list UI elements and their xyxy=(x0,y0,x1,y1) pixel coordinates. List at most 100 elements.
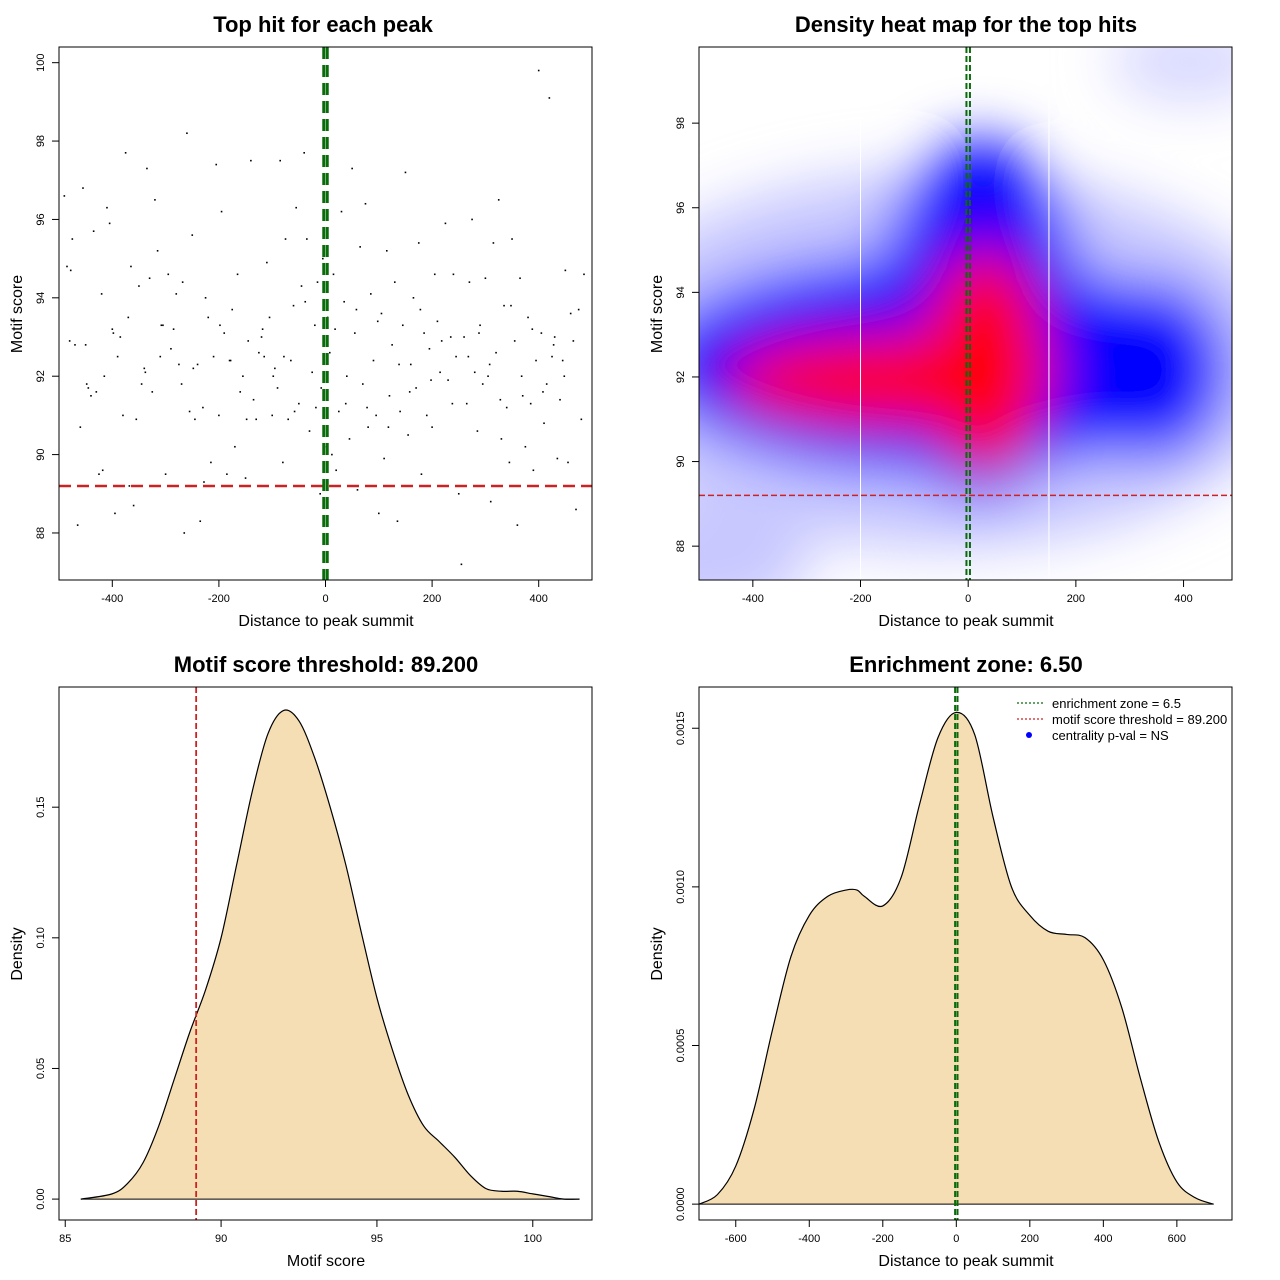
x-tick-label: -200 xyxy=(208,593,230,605)
data-point xyxy=(370,293,372,295)
data-point xyxy=(433,273,436,276)
data-point xyxy=(95,391,98,393)
density-curve xyxy=(698,711,1214,1205)
x-tick-label: 90 xyxy=(215,1233,227,1245)
y-tick-label: 96 xyxy=(35,213,47,225)
data-point xyxy=(245,418,248,421)
data-point xyxy=(577,308,580,311)
chart-title: Motif score threshold: 89.200 xyxy=(174,652,478,677)
x-tick-label: 400 xyxy=(1174,593,1192,605)
x-tick-label: -400 xyxy=(101,593,123,605)
data-point xyxy=(375,414,377,417)
data-point xyxy=(505,406,508,409)
data-point xyxy=(393,281,396,283)
data-point xyxy=(172,328,175,330)
x-tick-label: 200 xyxy=(1067,593,1085,605)
data-point xyxy=(143,367,146,370)
data-point xyxy=(417,242,420,244)
data-point xyxy=(90,395,92,397)
data-point xyxy=(196,363,199,366)
data-point xyxy=(460,563,463,566)
data-point xyxy=(322,257,324,260)
data-point xyxy=(116,355,119,358)
data-point xyxy=(194,418,196,421)
data-point xyxy=(583,273,585,276)
data-point xyxy=(290,359,292,362)
data-point xyxy=(130,265,132,268)
data-point xyxy=(364,202,367,205)
data-point xyxy=(263,355,266,358)
data-point xyxy=(398,363,400,366)
data-point xyxy=(122,414,124,417)
x-tick-label: 95 xyxy=(371,1233,383,1245)
data-point xyxy=(315,406,317,409)
data-point xyxy=(106,206,108,209)
y-tick-label: 98 xyxy=(675,117,687,129)
data-point xyxy=(140,383,143,385)
data-point xyxy=(154,199,156,201)
axes: -400 -200 0 200 400 88 90 92 94 96 98 xyxy=(675,117,1193,605)
data-point xyxy=(300,285,303,287)
data-point xyxy=(293,410,296,413)
data-point xyxy=(447,379,449,381)
data-point xyxy=(449,336,452,338)
data-point xyxy=(367,426,369,428)
data-point xyxy=(164,473,167,475)
data-point xyxy=(247,340,250,342)
data-point xyxy=(516,524,519,526)
x-tick-label: 400 xyxy=(1094,1233,1112,1245)
y-tick-label: 0.0010 xyxy=(675,870,687,904)
data-point xyxy=(320,387,323,389)
data-point xyxy=(226,473,228,475)
data-point xyxy=(468,281,471,283)
data-point xyxy=(513,340,516,342)
data-point xyxy=(82,187,84,189)
data-point xyxy=(569,312,572,315)
heat-outer-topright xyxy=(1110,47,1232,102)
data-point xyxy=(261,328,264,330)
panel-motif-score-density: Motif score threshold: 89.200 Motif scor… xyxy=(9,652,593,1270)
heatmap-lines xyxy=(699,47,1232,580)
data-point xyxy=(351,167,353,170)
data-point xyxy=(98,473,100,475)
data-point xyxy=(304,300,307,303)
x-tick-label: -200 xyxy=(872,1233,894,1245)
data-point xyxy=(479,324,481,327)
data-point xyxy=(457,492,460,495)
data-point xyxy=(144,371,147,374)
data-point xyxy=(409,363,412,366)
data-point xyxy=(465,402,468,405)
data-point xyxy=(419,308,422,311)
data-point xyxy=(521,395,524,397)
x-axis-label: Distance to peak summit xyxy=(878,1253,1054,1270)
data-point xyxy=(399,410,401,413)
y-tick-label: 96 xyxy=(675,202,687,214)
x-tick-label: 600 xyxy=(1168,1233,1186,1245)
y-tick-label: 90 xyxy=(675,455,687,467)
plot-marks xyxy=(80,687,580,1220)
data-point xyxy=(138,285,140,287)
data-point xyxy=(332,273,335,276)
data-point xyxy=(542,391,544,393)
data-point xyxy=(387,426,390,428)
data-point xyxy=(186,132,188,135)
data-point xyxy=(545,383,548,385)
data-point xyxy=(362,383,364,385)
heatmap-density xyxy=(699,47,1232,580)
data-point xyxy=(529,402,532,405)
data-point xyxy=(372,359,375,362)
data-point xyxy=(380,312,383,315)
data-point xyxy=(112,332,115,334)
legend-zone-label: enrichment zone = 6.5 xyxy=(1052,696,1181,711)
data-point xyxy=(119,336,122,338)
data-point xyxy=(87,387,90,389)
data-point xyxy=(127,316,130,319)
data-point xyxy=(284,238,287,240)
y-tick-label: 92 xyxy=(35,370,47,382)
data-point xyxy=(132,504,135,507)
data-point xyxy=(181,281,184,283)
data-point xyxy=(408,391,411,393)
data-point xyxy=(258,351,260,354)
data-point xyxy=(428,347,431,350)
data-point xyxy=(276,387,279,389)
